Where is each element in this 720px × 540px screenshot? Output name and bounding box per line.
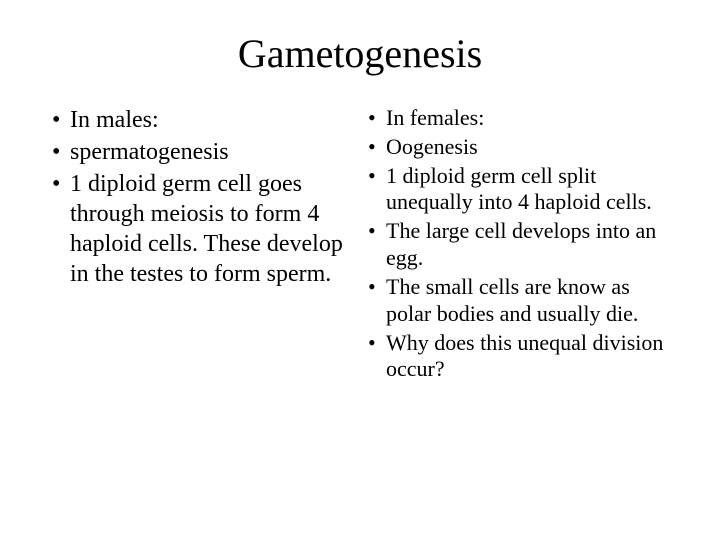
list-item: Why does this unequal division occur? [366, 330, 670, 384]
list-item: spermatogenesis [50, 137, 354, 167]
right-column: In females: Oogenesis 1 diploid germ cel… [366, 105, 670, 385]
slide-title: Gametogenesis [50, 30, 670, 77]
right-bullet-list: In females: Oogenesis 1 diploid germ cel… [366, 105, 670, 383]
slide: Gametogenesis In males: spermatogenesis … [0, 0, 720, 540]
list-item: In males: [50, 105, 354, 135]
list-item: 1 diploid germ cell split unequally into… [366, 163, 670, 217]
left-column: In males: spermatogenesis 1 diploid germ… [50, 105, 354, 385]
list-item: Oogenesis [366, 134, 670, 161]
list-item: The small cells are know as polar bodies… [366, 274, 670, 328]
list-item: The large cell develops into an egg. [366, 218, 670, 272]
left-bullet-list: In males: spermatogenesis 1 diploid germ… [50, 105, 354, 289]
list-item: In females: [366, 105, 670, 132]
two-column-layout: In males: spermatogenesis 1 diploid germ… [50, 105, 670, 385]
list-item: 1 diploid germ cell goes through meiosis… [50, 169, 354, 289]
